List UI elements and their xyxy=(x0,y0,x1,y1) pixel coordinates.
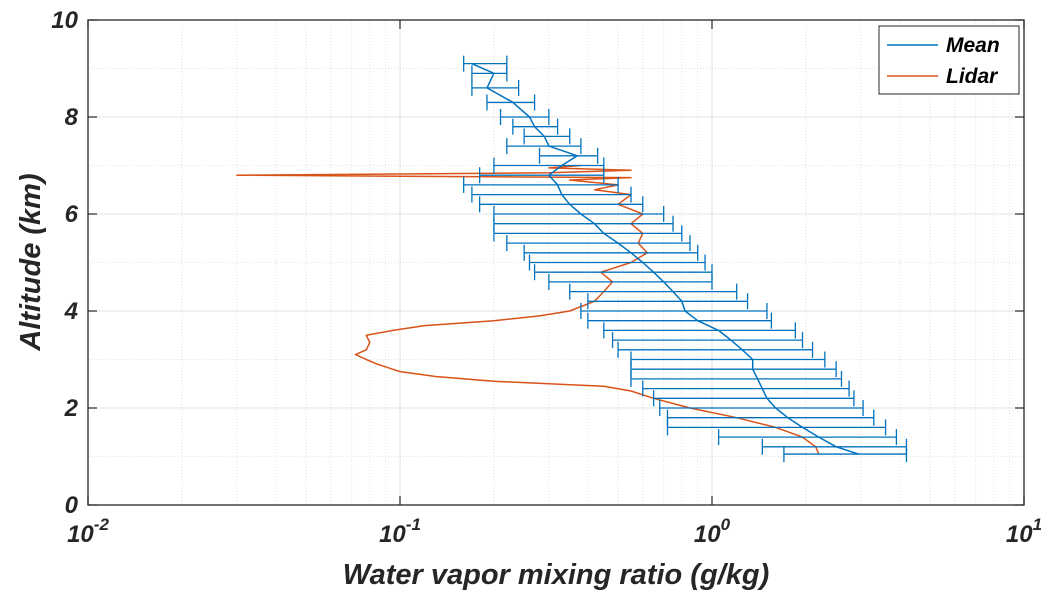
grid-lines xyxy=(88,20,1024,505)
x-tick-exponent: -2 xyxy=(94,515,110,534)
x-tick-labels: 10-2 10-1 100 101 xyxy=(67,515,1042,548)
mean-line xyxy=(471,63,859,455)
y-tick-label: 4 xyxy=(64,298,78,325)
x-tick-label: 10-1 xyxy=(379,515,421,548)
x-tick-exponent: 0 xyxy=(721,515,731,534)
x-tick-label: 100 xyxy=(694,515,731,548)
lidar-line xyxy=(236,164,820,455)
x-tick-label: 101 xyxy=(1006,515,1042,548)
legend: Mean Lidar xyxy=(878,25,1020,95)
x-tick-base: 10 xyxy=(694,521,721,548)
x-tick-exponent: -1 xyxy=(406,515,421,534)
x-axis-label: Water vapor mixing ratio (g/kg) xyxy=(343,559,769,591)
x-tick-base: 10 xyxy=(1006,521,1033,548)
plot-frame xyxy=(87,19,1025,506)
y-tick-label: 8 xyxy=(65,104,79,131)
y-tick-label: 10 xyxy=(51,7,78,34)
series-lidar xyxy=(236,164,820,455)
y-tick-label: 2 xyxy=(64,395,79,422)
y-tick-label: 0 xyxy=(65,492,79,519)
x-tick-label: 10-2 xyxy=(67,515,109,548)
x-tick-base: 10 xyxy=(67,521,94,548)
x-tick-exponent: 1 xyxy=(1033,515,1042,534)
y-tick-label: 6 xyxy=(65,201,79,228)
legend-label-mean: Mean xyxy=(946,34,1000,57)
axis-ticks xyxy=(87,19,1025,506)
x-tick-base: 10 xyxy=(379,521,406,548)
y-tick-labels: 0 2 4 6 8 10 xyxy=(51,7,78,519)
series-mean xyxy=(463,55,908,463)
legend-box xyxy=(878,25,1020,95)
legend-label-lidar: Lidar xyxy=(946,65,999,88)
y-axis-label: Altitude (km) xyxy=(15,173,47,351)
